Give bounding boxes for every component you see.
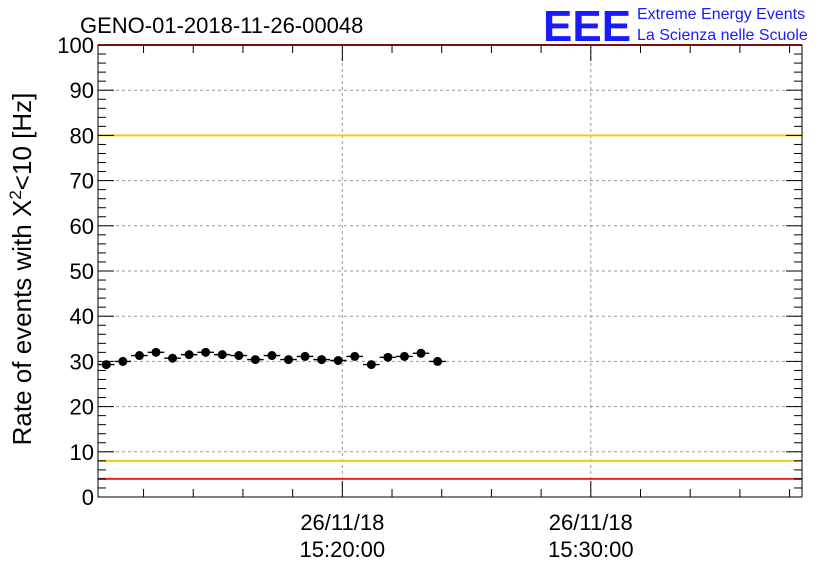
grid-lines	[98, 45, 802, 497]
data-point	[416, 348, 426, 358]
y-tick-label: 90	[70, 78, 94, 103]
data-point	[134, 351, 144, 361]
y-tick-label: 80	[70, 123, 94, 148]
y-tick-label: 70	[70, 169, 94, 194]
data-point	[283, 355, 293, 365]
data-point	[366, 360, 376, 370]
y-tick-label: 50	[70, 259, 94, 284]
y-axis-label-tail: <10 [Hz]	[7, 93, 37, 191]
y-tick-label: 20	[70, 395, 94, 420]
data-point	[217, 350, 227, 360]
x-tick-label-time: 15:30:00	[548, 537, 634, 562]
eee-logo: EEE Extreme Energy Events La Scienza nel…	[543, 2, 808, 51]
data-point	[317, 355, 327, 365]
data-point	[168, 353, 178, 363]
data-point	[184, 350, 194, 360]
logo-line-2: La Scienza nelle Scuole	[637, 27, 808, 44]
y-tick-label: 0	[82, 485, 94, 510]
y-tick-label: 60	[70, 214, 94, 239]
data-point	[250, 355, 260, 365]
y-axis-label-main: Rate of events with X	[7, 200, 37, 446]
data-point	[101, 360, 111, 370]
tick-labels: 010203040506070809010026/11/1815:20:0026…	[57, 33, 633, 562]
y-axis-label: Rate of events with X2<10 [Hz]	[6, 93, 37, 446]
tick-marks	[98, 44, 802, 498]
data-point	[118, 356, 128, 366]
data-point	[201, 347, 211, 357]
chart-title: GENO-01-2018-11-26-00048	[80, 13, 363, 38]
data-point	[433, 356, 443, 366]
data-point	[383, 352, 393, 362]
reference-lines	[98, 44, 802, 480]
x-tick-label-date: 26/11/18	[300, 510, 384, 535]
logo-line-1: Extreme Energy Events	[637, 6, 805, 23]
data-point	[234, 351, 244, 361]
data-point	[350, 351, 360, 361]
y-tick-label: 40	[70, 304, 94, 329]
logo-letters: EEE	[543, 2, 631, 51]
y-tick-label: 30	[70, 349, 94, 374]
data-point	[151, 347, 161, 357]
data-points	[98, 347, 446, 370]
data-point	[399, 351, 409, 361]
data-point	[267, 351, 277, 361]
y-tick-label: 10	[70, 440, 94, 465]
x-tick-label-time: 15:20:00	[300, 537, 386, 562]
y-axis-label-sup: 2	[6, 190, 25, 199]
x-tick-label-date: 26/11/18	[549, 510, 633, 535]
data-point	[333, 355, 343, 365]
data-point	[300, 351, 310, 361]
axes	[97, 44, 803, 498]
y-tick-label: 100	[57, 33, 94, 58]
plot-frame	[97, 44, 803, 498]
